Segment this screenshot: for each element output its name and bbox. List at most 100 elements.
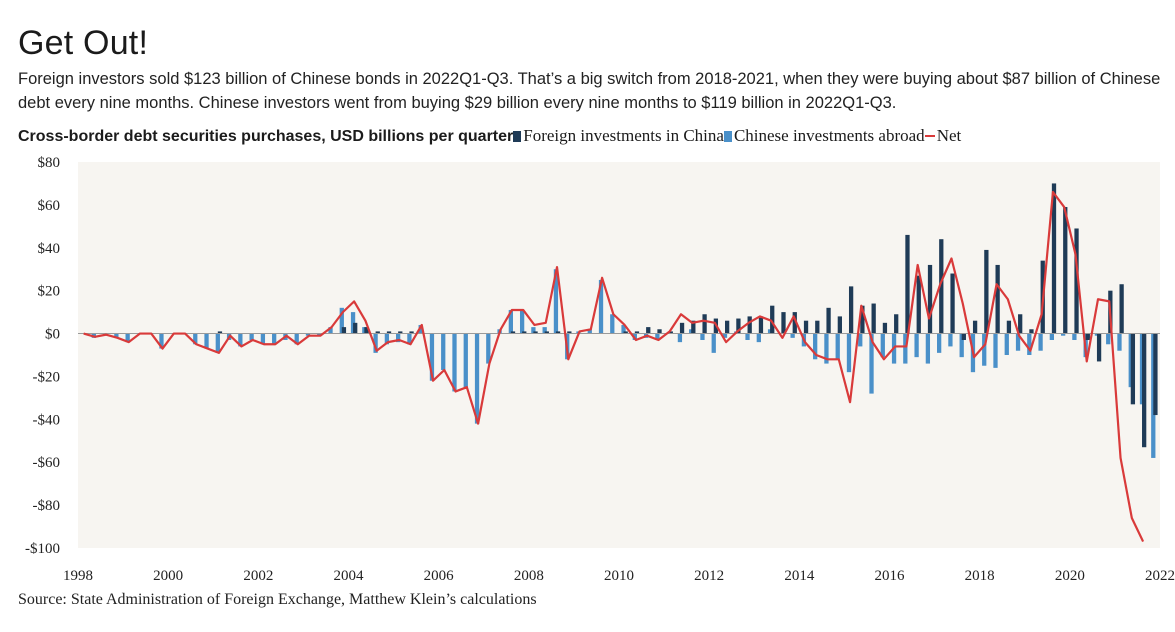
- bar-foreign-investments-in-china: [736, 318, 741, 334]
- bar-foreign-investments-in-china: [848, 286, 854, 334]
- source-note: Source: State Administration of Foreign …: [18, 591, 537, 608]
- bar-foreign-investments-in-china: [375, 331, 380, 334]
- bar-chinese-investments-abroad: [452, 333, 457, 392]
- page-title: Get Out!: [18, 24, 149, 62]
- bar-foreign-investments-in-china: [217, 331, 223, 334]
- bar-foreign-investments-in-china: [1142, 333, 1147, 448]
- bar-foreign-investments-in-china: [770, 305, 775, 334]
- bar-foreign-investments-in-china: [837, 316, 842, 334]
- bar-chinese-investments-abroad: [869, 333, 874, 394]
- bar-chinese-investments-abroad: [305, 333, 311, 336]
- y-tick-label: $80: [38, 155, 61, 171]
- bar-foreign-investments-in-china: [510, 331, 516, 334]
- legend-chinese-label: Chinese investments abroad: [733, 126, 925, 145]
- bar-foreign-investments-in-china: [691, 320, 696, 334]
- bar-foreign-investments-in-china: [623, 331, 628, 334]
- subtitle: Foreign investors sold $123 billion of C…: [18, 70, 1161, 112]
- y-tick-label: $40: [38, 241, 61, 257]
- legend-foreign-swatch: [513, 131, 522, 142]
- x-tick-label: 2002: [243, 568, 273, 584]
- bar-foreign-investments-in-china: [984, 249, 989, 334]
- bar-foreign-investments-in-china: [1063, 207, 1068, 334]
- x-tick-label: 2020: [1055, 568, 1085, 584]
- legend-chinese-swatch: [723, 131, 732, 142]
- bar-foreign-investments-in-china: [939, 239, 944, 334]
- legend-chinese: Chinese investments abroad: [723, 126, 925, 145]
- chart-title: Cross-border debt securities purchases, …: [18, 128, 514, 145]
- bar-chinese-investments-abroad: [610, 314, 615, 334]
- bar-foreign-investments-in-china: [668, 331, 673, 334]
- bar-foreign-investments-in-china: [826, 307, 831, 334]
- legend-foreign-label: Foreign investments in China: [523, 126, 724, 145]
- bar-chinese-investments-abroad: [655, 333, 660, 340]
- x-tick-label: 2016: [875, 568, 906, 584]
- bar-chinese-investments-abroad: [1038, 333, 1043, 351]
- bar-foreign-investments-in-china: [398, 331, 403, 334]
- bar-foreign-investments-in-china: [1029, 329, 1034, 334]
- bar-foreign-investments-in-china: [386, 331, 392, 334]
- bar-foreign-investments-in-china: [1006, 320, 1012, 334]
- bar-chinese-investments-abroad: [1015, 333, 1021, 351]
- x-axis: 1998 2000 2002 2004 2006 2008 2010 2012 2014 2016…: [63, 568, 1175, 584]
- bar-foreign-investments-in-china: [646, 327, 651, 334]
- bar-chinese-investments-abroad: [756, 333, 761, 343]
- bar-foreign-investments-in-china: [1130, 333, 1136, 405]
- legend-net-label: Net: [936, 126, 962, 145]
- y-tick-label: -$40: [33, 412, 61, 428]
- bar-foreign-investments-in-china: [533, 331, 538, 334]
- bar-chinese-investments-abroad: [1027, 333, 1032, 355]
- bar-chinese-investments-abroad: [429, 333, 435, 381]
- bar-chinese-investments-abroad: [474, 333, 480, 424]
- x-tick-label: 2000: [153, 568, 183, 584]
- bar-chinese-investments-abroad: [339, 307, 344, 334]
- legend-net-swatch: [924, 135, 935, 137]
- bar-chinese-investments-abroad: [982, 333, 987, 366]
- bar-foreign-investments-in-china: [702, 314, 707, 334]
- y-tick-label: -$60: [33, 455, 61, 471]
- legend-net: Net: [924, 126, 962, 145]
- bar-foreign-investments-in-china: [364, 327, 369, 334]
- bar-foreign-investments-in-china: [725, 320, 730, 334]
- bar-chinese-investments-abroad: [486, 333, 491, 364]
- bar-chinese-investments-abroad: [531, 327, 536, 334]
- bar-chinese-investments-abroad: [249, 333, 254, 340]
- bar-chinese-investments-abroad: [598, 279, 604, 334]
- bar-foreign-investments-in-china: [1085, 333, 1090, 340]
- bar-chinese-investments-abroad: [384, 333, 390, 345]
- legend-foreign: Foreign investments in China: [513, 126, 724, 145]
- bar-chinese-investments-abroad: [1049, 333, 1054, 340]
- bar-foreign-investments-in-china: [916, 275, 921, 334]
- bar-foreign-investments-in-china: [995, 264, 1000, 334]
- bar-chinese-investments-abroad: [824, 333, 829, 364]
- bar-chinese-investments-abroad: [959, 333, 964, 358]
- bar-chinese-investments-abroad: [767, 329, 773, 334]
- bar-foreign-investments-in-china: [341, 327, 347, 334]
- bar-foreign-investments-in-china: [781, 312, 786, 334]
- bar-chinese-investments-abroad: [373, 333, 378, 353]
- x-tick-label: 2006: [424, 568, 455, 584]
- bar-foreign-investments-in-china: [555, 331, 561, 334]
- bar-chinese-investments-abroad: [294, 333, 299, 345]
- bar-chinese-investments-abroad: [711, 333, 716, 353]
- bar-chinese-investments-abroad: [508, 309, 513, 334]
- bar-chinese-investments-abroad: [553, 269, 559, 334]
- bar-foreign-investments-in-china: [544, 331, 549, 334]
- bar-foreign-investments-in-china: [634, 331, 640, 334]
- bar-chinese-investments-abroad: [1060, 333, 1066, 336]
- bar-chinese-investments-abroad: [418, 324, 423, 334]
- bar-chinese-investments-abroad: [813, 333, 818, 360]
- bar-chinese-investments-abroad: [722, 333, 728, 338]
- bar-foreign-investments-in-china: [882, 322, 888, 334]
- bar-chinese-investments-abroad: [1072, 333, 1077, 340]
- series-net-line: [83, 190, 1145, 543]
- bar-chinese-investments-abroad: [1117, 333, 1122, 351]
- bar-chinese-investments-abroad: [948, 333, 953, 347]
- plot-background: [78, 162, 1160, 548]
- bar-chinese-investments-abroad: [700, 333, 705, 340]
- bar-chinese-investments-abroad: [790, 333, 795, 338]
- bar-chinese-investments-abroad: [396, 333, 401, 343]
- bar-chinese-investments-abroad: [858, 333, 863, 347]
- bar-foreign-investments-in-china: [961, 333, 966, 340]
- x-tick-label: 2018: [965, 568, 995, 584]
- chart: $80 $60 $40 $20 $0 -$20 -$40 -$60 -$80 -$100 1998…: [25, 155, 1175, 584]
